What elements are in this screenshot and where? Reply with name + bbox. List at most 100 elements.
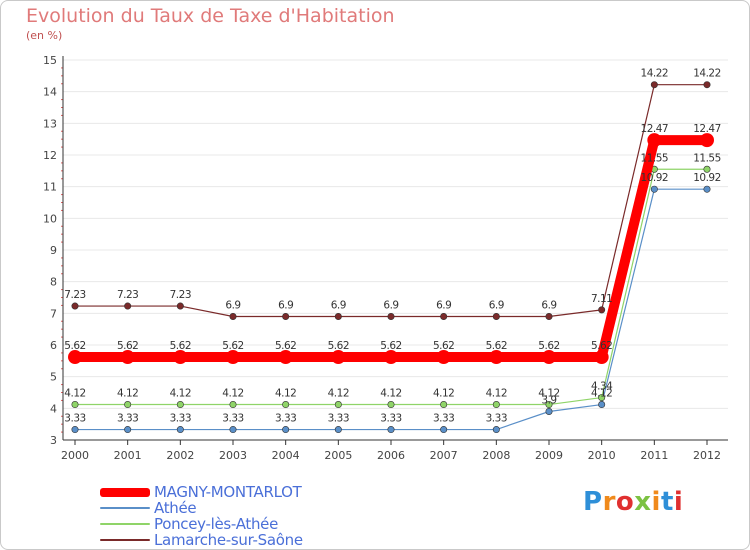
data-label: 6.9 [331,300,346,312]
data-label: 6.9 [489,300,504,312]
data-label: 14.22 [641,68,669,80]
data-label: 11.55 [641,152,669,164]
x-tick-label: 2011 [640,449,668,462]
data-point [440,401,448,409]
y-minor-tick [61,114,63,116]
x-tick-label: 2003 [219,449,247,462]
data-point [440,426,448,434]
y-minor-tick [61,415,63,417]
data-point [124,302,132,310]
legend-item-lamarche-sur-saone[interactable]: Lamarche-sur-Saône [100,531,303,549]
y-minor-tick [61,170,63,172]
chart-title: Evolution du Taux de Taxe d'Habitation [26,5,395,27]
y-minor-tick [61,130,63,132]
data-point [176,302,184,310]
data-point [282,426,290,434]
legend-item-athee[interactable]: Athée [100,499,303,517]
y-minor-tick [61,99,63,101]
y-minor-tick [61,297,63,298]
data-label: 5.62 [538,340,559,352]
data-label: 4.12 [170,388,191,400]
chart-legend: MAGNY-MONTARLOT Athée Poncey-lès-Athée L… [100,483,303,549]
y-minor-tick [61,320,63,322]
y-tick-label: 9 [50,244,57,257]
data-label: 4.12 [64,388,85,400]
y-minor-tick [61,233,63,235]
data-point [334,426,342,434]
series-line-magny-montarlot [70,135,712,363]
y-minor-tick [61,423,63,425]
data-label: 4.12 [486,388,507,400]
data-point [703,165,711,173]
legend-label: MAGNY-MONTARLOT [154,483,302,501]
y-minor-tick [61,178,63,180]
logo-letter: i [673,487,684,517]
data-point [598,306,606,314]
y-tick-label: 7 [50,307,57,320]
x-tick-label: 2006 [377,449,405,462]
data-point [387,312,395,320]
data-point [226,350,240,365]
y-minor-tick [61,399,63,401]
y-tick-label: 4 [50,402,57,415]
data-point [436,350,451,365]
legend-item-magny-montarlot[interactable]: MAGNY-MONTARLOT [100,483,303,501]
logo-letter: o [615,487,635,517]
data-label: 4.12 [117,388,138,400]
legend-swatch-lamarche-sur-saone [100,539,150,541]
y-minor-tick [61,75,63,77]
y-tick-label: 13 [43,117,57,130]
data-point [282,401,290,409]
data-label: 3.33 [328,413,349,425]
data-point [700,133,714,148]
y-minor-tick [61,273,63,275]
data-label: 4.12 [275,388,296,400]
legend-swatch-magny-montarlot [100,487,150,497]
data-point [71,401,79,409]
y-minor-tick [61,225,63,227]
data-label: 4.12 [328,388,349,400]
legend-item-poncey-les-athee[interactable]: Poncey-lès-Athée [100,515,303,533]
y-minor-tick [61,146,63,148]
data-label: 4.34 [591,381,613,393]
data-point [120,350,135,365]
data-point [124,401,132,409]
logo-letter: r [602,487,616,517]
data-point [489,350,504,365]
y-tick-label: 15 [43,54,57,67]
data-point [68,350,82,365]
y-minor-tick [61,392,63,393]
data-label: 10.92 [693,172,721,184]
y-tick-label: 3 [50,434,57,447]
y-minor-tick [61,304,63,306]
data-label: 5.62 [275,340,296,352]
data-point [229,312,237,320]
y-minor-tick [61,162,63,164]
data-label: 12.47 [693,123,721,135]
x-tick-label: 2009 [535,449,563,462]
y-minor-tick [61,431,63,433]
y-minor-tick [61,194,63,196]
y-minor-tick [61,289,63,291]
data-label: 3.9 [541,395,556,407]
data-label: 5.62 [591,340,612,352]
proxiti-logo[interactable]: Proxiti [583,487,683,517]
y-tick-label: 12 [43,149,57,162]
data-label: 7.23 [64,289,85,301]
data-point [71,426,79,434]
y-minor-tick [61,336,63,338]
data-point [229,401,237,409]
y-minor-tick [61,360,63,362]
y-minor-tick [61,67,63,69]
legend-swatch-athee [100,507,150,509]
y-minor-tick [61,328,63,330]
data-label: 5.62 [328,340,349,352]
data-point [545,312,553,320]
data-label: 11.55 [693,152,721,164]
legend-label: Lamarche-sur-Saône [154,531,303,549]
data-point [492,312,500,320]
x-tick-label: 2010 [588,449,616,462]
data-point [650,81,658,89]
y-tick-label: 14 [43,86,57,99]
